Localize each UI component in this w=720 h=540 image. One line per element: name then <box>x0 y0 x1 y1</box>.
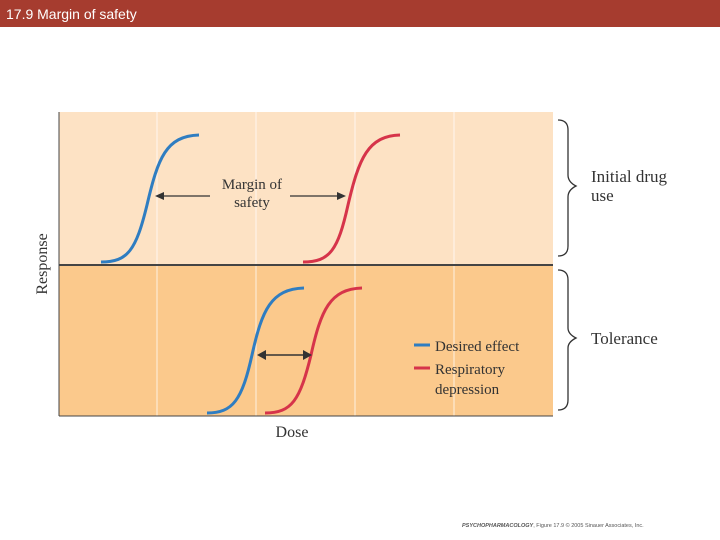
desired-effect-curve-initial <box>100 133 200 264</box>
figure-credit: PSYCHOPHARMACOLOGY, Figure 17.9 © 2005 S… <box>462 523 644 529</box>
y-axis-label: Response <box>34 233 51 294</box>
bracket-tolerance <box>557 269 578 411</box>
margin-arrow-initial <box>155 192 346 200</box>
slide-title: 17.9 Margin of safety <box>6 6 137 22</box>
margin-arrow-tolerance <box>257 350 312 360</box>
desired-effect-curve-tolerance <box>206 286 305 415</box>
x-axis-label: Dose <box>276 424 309 441</box>
legend-resp-label-line1: Respiratory <box>435 362 505 378</box>
legend-resp-label-line2: depression <box>435 382 500 398</box>
margin-label-line1: Margin of <box>222 177 282 193</box>
respiratory-depression-curve-initial <box>302 133 401 264</box>
bracket-label-initial-line1: Initial drug <box>591 167 668 186</box>
margin-label-line2: safety <box>234 195 270 211</box>
bracket-label-tolerance: Tolerance <box>591 329 658 348</box>
credit-book: PSYCHOPHARMACOLOGY <box>462 523 534 529</box>
initial-drug-use-panel <box>59 112 553 265</box>
bracket-initial-drug-use <box>557 119 578 257</box>
legend-desired-label: Desired effect <box>435 339 520 355</box>
title-bar: 17.9 Margin of safety <box>0 0 720 27</box>
bracket-label-initial-line2: use <box>591 186 614 205</box>
tolerance-panel <box>59 265 553 416</box>
credit-rest: , Figure 17.9 © 2005 Sinauer Associates,… <box>533 523 644 529</box>
